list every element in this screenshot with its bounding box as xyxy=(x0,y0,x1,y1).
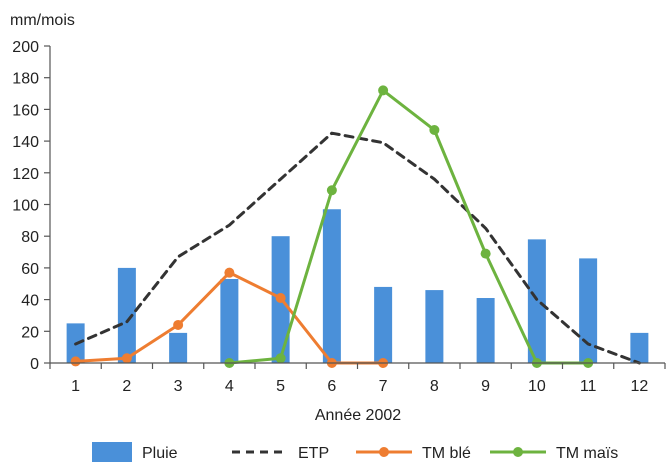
y-tick-label: 80 xyxy=(21,229,39,246)
legend-marker-tm-bl- xyxy=(379,447,389,457)
point-tm-ma-s xyxy=(429,125,440,136)
legend-label-etp: ETP xyxy=(298,445,329,462)
lines-layer xyxy=(70,85,641,368)
x-tick-label: 6 xyxy=(327,378,336,395)
point-tm-bl- xyxy=(121,353,132,364)
line-etp xyxy=(74,131,641,365)
x-tick-label: 8 xyxy=(430,378,439,395)
y-tick-label: 100 xyxy=(12,198,39,215)
legend-marker-tm-ma-s xyxy=(513,447,523,457)
line-tm-ma-s xyxy=(227,88,590,365)
x-tick-label: 3 xyxy=(174,378,183,395)
bar-pluie xyxy=(322,209,341,363)
point-tm-ma-s xyxy=(326,185,337,196)
bar-pluie xyxy=(374,286,393,363)
x-tick-label: 2 xyxy=(122,378,131,395)
legend-label-tm-bl-: TM blé xyxy=(422,445,471,462)
legend: Pluie ETP TM blé TM maïs xyxy=(92,442,618,462)
point-tm-ma-s xyxy=(378,85,389,96)
bar-pluie xyxy=(476,298,495,363)
bar-pluie xyxy=(169,332,188,363)
legend-label-tm-ma-s: TM maïs xyxy=(556,445,618,462)
point-tm-ma-s xyxy=(275,353,286,364)
bar-pluie xyxy=(220,278,239,363)
y-tick-label: 60 xyxy=(21,261,39,278)
bar-pluie xyxy=(579,258,598,363)
bar-pluie xyxy=(425,290,444,363)
x-tick-label: 10 xyxy=(528,378,546,395)
x-tick-label: 5 xyxy=(276,378,285,395)
y-tick-label: 180 xyxy=(12,71,39,88)
y-tick-label: 160 xyxy=(12,102,39,119)
point-tm-bl- xyxy=(275,293,286,304)
y-tick-label: 20 xyxy=(21,324,39,341)
x-axis-label: Année 2002 xyxy=(315,407,401,424)
y-tick-label: 120 xyxy=(12,166,39,183)
y-tick-label: 40 xyxy=(21,293,39,310)
x-tick-label: 9 xyxy=(481,378,490,395)
y-tick-label: 200 xyxy=(12,39,39,56)
bars-layer xyxy=(66,209,649,363)
legend-swatch-pluie xyxy=(92,442,132,462)
point-tm-bl- xyxy=(224,267,235,278)
x-tick-label: 11 xyxy=(580,378,597,395)
bar-pluie xyxy=(630,332,649,363)
y-tick-label: 140 xyxy=(12,134,39,151)
x-tick-label: 1 xyxy=(71,378,80,395)
point-tm-ma-s xyxy=(480,248,491,259)
y-tick-label: 0 xyxy=(30,356,39,373)
x-tick-label: 12 xyxy=(630,378,648,395)
point-tm-bl- xyxy=(173,319,184,330)
bar-pluie xyxy=(527,239,546,363)
y-axis-label: mm/mois xyxy=(10,12,75,29)
x-tick-label: 7 xyxy=(379,378,388,395)
legend-label-pluie: Pluie xyxy=(142,445,178,462)
x-tick-label: 4 xyxy=(225,378,234,395)
point-tm-bl- xyxy=(70,356,81,367)
bar-pluie xyxy=(117,267,136,363)
